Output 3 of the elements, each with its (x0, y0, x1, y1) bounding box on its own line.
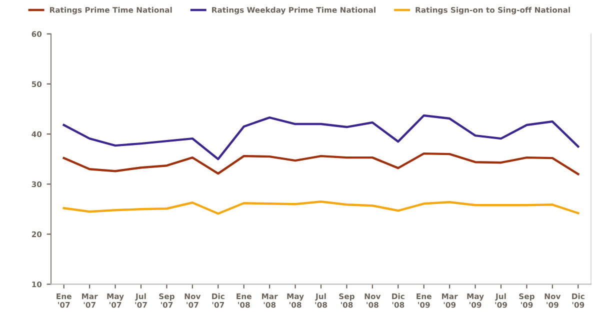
line-series (62, 200, 580, 215)
line-series (62, 152, 580, 176)
line-series (62, 114, 580, 160)
